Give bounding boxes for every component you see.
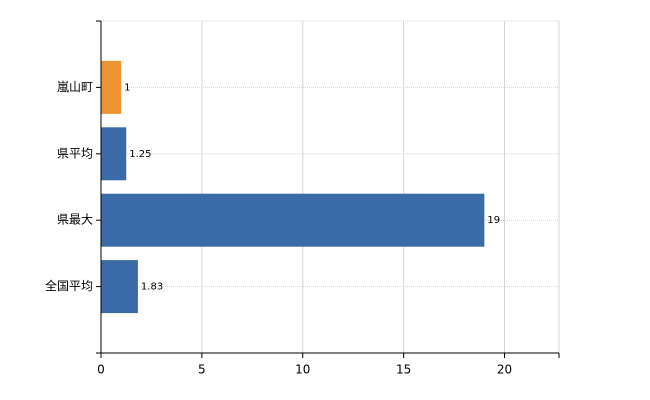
y-tick-label: 嵐山町 [57, 80, 93, 94]
value-label: 1.83 [141, 282, 163, 293]
x-tick-label: 20 [497, 363, 512, 377]
x-tick-label: 5 [198, 363, 206, 377]
bar [101, 193, 485, 247]
y-tick-label: 全国平均 [45, 278, 93, 293]
value-label: 1 [124, 82, 130, 93]
y-tick-label: 県最大 [57, 213, 93, 227]
value-label: 19 [487, 215, 500, 226]
y-tick-label: 県平均 [57, 146, 93, 160]
x-tick-label: 15 [396, 363, 411, 377]
bar [101, 260, 138, 314]
bar [101, 60, 122, 114]
value-label: 1.25 [129, 149, 151, 160]
x-tick-label: 0 [97, 363, 105, 377]
bar [101, 127, 127, 181]
x-tick-label: 10 [295, 363, 310, 377]
